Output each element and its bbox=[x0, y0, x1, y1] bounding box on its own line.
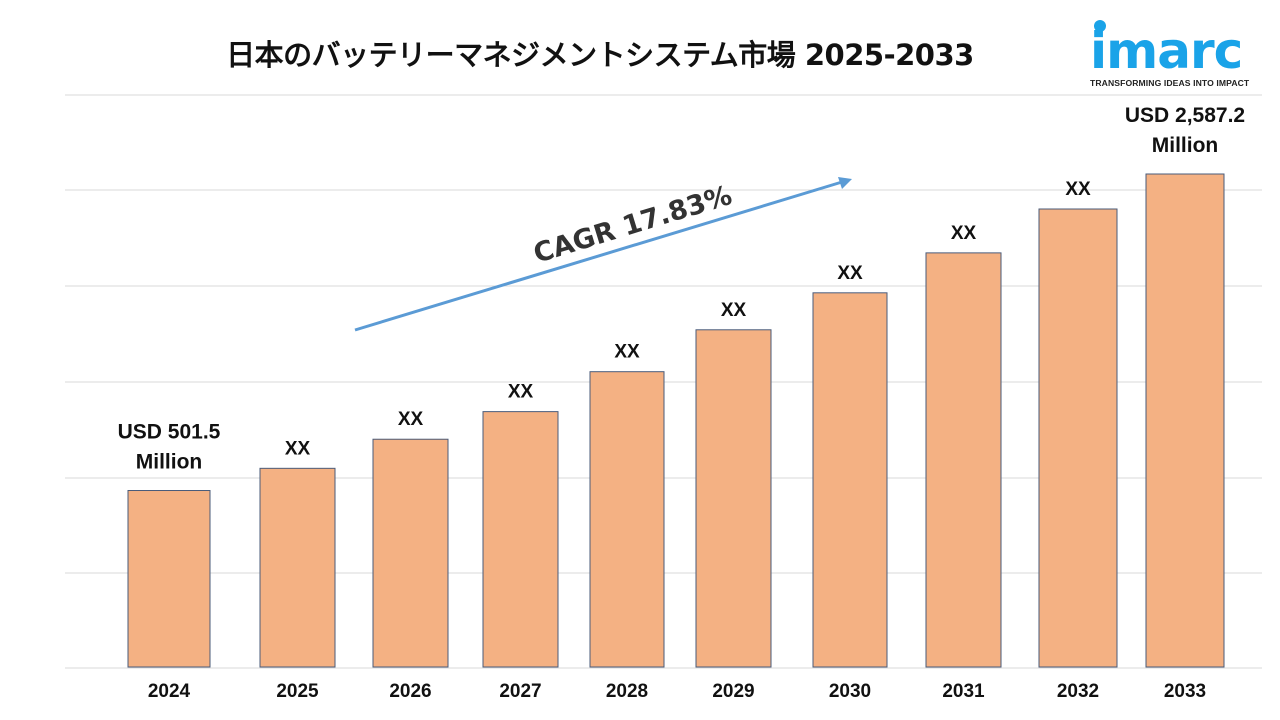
x-tick-label: 2029 bbox=[712, 681, 754, 702]
bar-2032 bbox=[1038, 208, 1118, 668]
bar-2027 bbox=[482, 411, 559, 668]
data-label: XX bbox=[951, 223, 977, 244]
bar-2031 bbox=[925, 252, 1002, 668]
x-tick-label: 2027 bbox=[499, 681, 541, 702]
data-label: XX bbox=[1065, 179, 1091, 200]
bar-2026 bbox=[372, 438, 449, 668]
logo-tagline: TRANSFORMING IDEAS INTO IMPACT bbox=[1090, 78, 1250, 88]
arrow-head-icon bbox=[838, 177, 852, 189]
bar-2033 bbox=[1145, 173, 1225, 668]
bar-2024 bbox=[127, 490, 211, 668]
x-tick-label: 2031 bbox=[942, 681, 985, 702]
x-tick-label: 2026 bbox=[389, 681, 431, 702]
data-label: XX bbox=[614, 342, 640, 363]
x-tick-label: 2028 bbox=[606, 681, 648, 702]
data-label: USD 2,587.2 bbox=[1125, 104, 1245, 127]
x-tick-label: 2024 bbox=[148, 681, 191, 702]
bar-2028 bbox=[589, 371, 665, 668]
bar-2029 bbox=[695, 329, 772, 668]
imarc-logo: imarc TRANSFORMING IDEAS INTO IMPACT bbox=[1090, 18, 1265, 88]
bar-2030 bbox=[812, 292, 888, 668]
data-label: Million bbox=[1152, 134, 1219, 157]
data-label: XX bbox=[285, 438, 311, 459]
data-label: XX bbox=[398, 409, 424, 430]
chart-title: 日本のバッテリーマネジメントシステム市場 2025-2033 bbox=[226, 38, 974, 72]
logo-word: imarc bbox=[1090, 22, 1243, 80]
x-tick-label: 2033 bbox=[1164, 681, 1206, 702]
cagr-arrow bbox=[354, 180, 843, 332]
data-label: XX bbox=[721, 300, 747, 321]
data-label: Million bbox=[136, 451, 203, 474]
x-tick-label: 2030 bbox=[829, 681, 871, 702]
x-tick-label: 2025 bbox=[276, 681, 319, 702]
logo-dot-icon bbox=[1094, 20, 1106, 32]
bar-2025 bbox=[259, 467, 336, 668]
data-label: USD 501.5 bbox=[118, 421, 221, 444]
data-label: XX bbox=[508, 382, 534, 403]
x-tick-label: 2032 bbox=[1057, 681, 1099, 702]
data-label: XX bbox=[837, 263, 863, 284]
